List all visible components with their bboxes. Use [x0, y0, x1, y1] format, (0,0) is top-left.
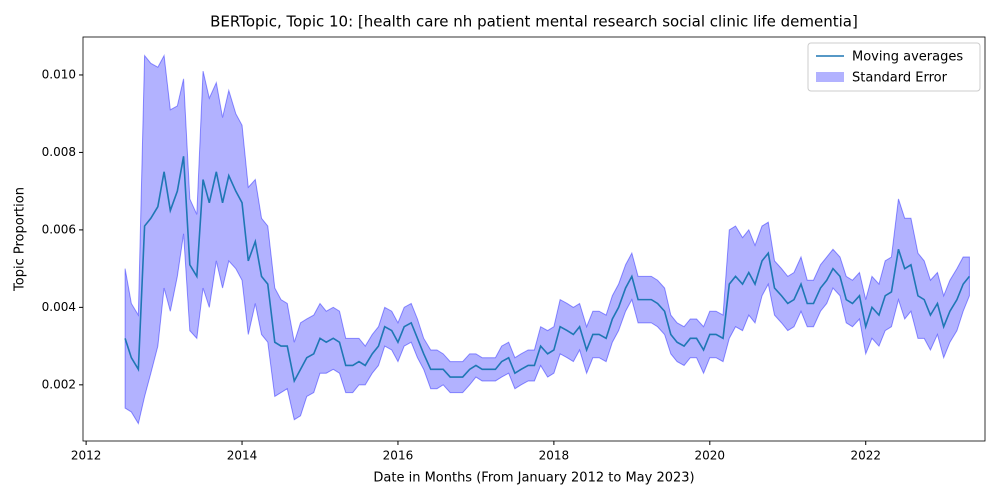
x-tick-label: 2012: [71, 449, 102, 463]
y-tick-label: 0.010: [42, 67, 76, 81]
x-tick-label: 2014: [227, 449, 258, 463]
y-axis-label: Topic Proportion: [13, 187, 28, 292]
legend-box: [807, 42, 981, 92]
legend-label: Moving averages: [852, 50, 963, 65]
y-tick-label: 0.008: [42, 145, 76, 159]
x-tick-label: 2018: [539, 449, 570, 463]
legend-label: Standard Error: [852, 71, 948, 86]
y-tick-label: 0.002: [42, 377, 76, 391]
chart-title: BERTopic, Topic 10: [health care nh pati…: [210, 13, 858, 31]
x-tick-label: 2016: [383, 449, 414, 463]
legend-swatch: [816, 72, 844, 82]
y-tick-label: 0.004: [42, 300, 76, 314]
standard-error-band: [124, 53, 970, 425]
x-tick-label: 2022: [850, 449, 881, 463]
y-tick-label: 0.006: [42, 222, 76, 236]
x-tick-label: 2020: [695, 449, 726, 463]
moving-average-line: [124, 156, 971, 384]
x-axis-label: Date in Months (From January 2012 to May…: [373, 471, 694, 486]
plot-frame: [82, 36, 986, 442]
